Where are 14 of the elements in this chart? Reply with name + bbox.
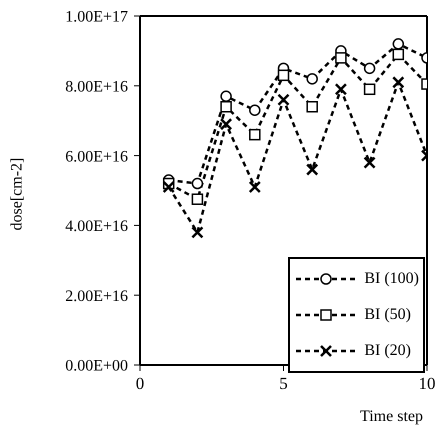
y-tick-label: 8.00E+16 [65, 78, 128, 96]
legend-label: BI (20) [364, 342, 411, 360]
x-tick-label: 5 [279, 374, 288, 394]
legend-label: BI (100) [364, 270, 419, 288]
x-tick-label: 10 [418, 374, 435, 394]
y-tick-label: 2.00E+16 [65, 288, 128, 305]
y-tick-label: 1.00E+17 [65, 8, 128, 26]
x-axis-title: Time step [360, 408, 423, 425]
x-tick-label: 0 [136, 374, 144, 394]
y-tick-label: 6.00E+16 [65, 148, 128, 166]
y-tick-label: 0.00E+00 [65, 358, 128, 375]
legend-label: BI (50) [364, 306, 411, 324]
y-tick-label: 4.00E+16 [65, 218, 128, 236]
y-axis-title: dose[cm-2] [8, 158, 26, 230]
